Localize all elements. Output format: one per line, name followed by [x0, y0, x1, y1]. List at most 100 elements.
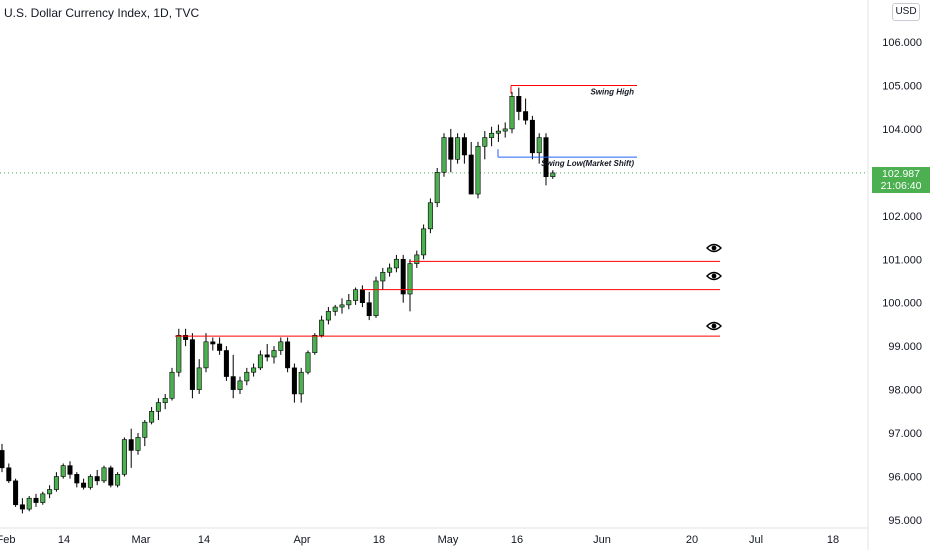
candle-body	[468, 154, 474, 195]
candle-body	[305, 352, 311, 373]
candle-body	[536, 137, 542, 154]
candle-body	[495, 130, 501, 134]
x-tick-label: Apr	[293, 534, 310, 546]
candle-body	[475, 145, 481, 195]
swing-high-label: Swing High	[590, 87, 634, 96]
x-tick-label: 20	[686, 534, 698, 546]
y-tick-label: 97.000	[888, 428, 922, 440]
y-tick-label: 99.000	[888, 341, 922, 353]
x-tick-label: 16	[511, 534, 523, 546]
candle-body	[353, 289, 359, 301]
y-tick-label: 105.000	[882, 80, 922, 92]
candle-body	[427, 202, 433, 230]
candle-body	[482, 137, 488, 147]
candle-body	[13, 480, 19, 506]
y-tick-label: 96.000	[888, 472, 922, 484]
candle-body	[169, 371, 175, 399]
eye-icon[interactable]	[706, 243, 722, 253]
candle-body	[319, 319, 325, 336]
candle-body	[285, 341, 291, 369]
candle-body	[217, 343, 223, 351]
candle-body	[74, 474, 80, 484]
candle-body	[47, 489, 53, 495]
candle-body	[26, 497, 32, 510]
candle-body	[509, 96, 515, 130]
candle-body	[407, 263, 413, 295]
candle-body	[87, 476, 93, 488]
chart-title: U.S. Dollar Currency Index, 1D, TVC	[4, 6, 200, 20]
candle-body	[414, 254, 420, 264]
candle-body	[251, 367, 257, 373]
candle-body	[441, 137, 447, 173]
candle-body	[264, 354, 270, 358]
candle-body	[489, 132, 495, 138]
candle-body	[60, 465, 66, 477]
candle-body	[183, 334, 189, 340]
candle-body	[149, 411, 155, 423]
candle-body	[373, 280, 379, 317]
candle-body	[203, 341, 209, 369]
candle-body	[400, 258, 406, 295]
candle-body	[257, 354, 263, 369]
candle-body	[53, 476, 59, 490]
last-price-value: 102.987	[882, 168, 920, 180]
y-tick-label: 106.000	[882, 37, 922, 49]
eye-icon[interactable]	[706, 321, 722, 331]
candle-body	[40, 493, 46, 503]
candle-body	[101, 467, 107, 482]
candle-body	[189, 339, 195, 390]
candle-body	[291, 367, 297, 395]
eye-icon[interactable]	[706, 271, 722, 281]
candle-body	[135, 437, 141, 451]
candle-body	[387, 267, 393, 273]
candle-body	[155, 402, 161, 412]
candle-body	[550, 172, 556, 177]
candle-body	[529, 119, 535, 154]
candle-body	[278, 341, 284, 351]
candle-body	[461, 137, 467, 156]
x-tick-label: Feb	[0, 534, 15, 546]
x-tick-label: Mar	[132, 534, 151, 546]
candle-body	[121, 439, 127, 475]
candle-body	[19, 504, 25, 510]
candle-body	[108, 467, 114, 486]
candle-body	[162, 397, 168, 403]
candle-body	[393, 258, 399, 269]
candle-body	[434, 172, 440, 204]
candle-body	[115, 474, 121, 486]
candle-body	[223, 350, 229, 377]
y-tick-label: 98.000	[888, 385, 922, 397]
candle-body	[339, 304, 345, 308]
x-tick-label: 18	[827, 534, 839, 546]
candle-body	[502, 128, 508, 132]
candle-body	[94, 476, 100, 482]
x-tick-label: May	[438, 534, 459, 546]
candle-body	[81, 482, 87, 488]
candle-body	[33, 497, 39, 503]
candle-body	[244, 371, 250, 382]
candle-body	[380, 271, 386, 282]
x-tick-label: Jul	[749, 534, 763, 546]
x-tick-label: 18	[373, 534, 385, 546]
candle-body	[271, 350, 277, 358]
candle-body	[523, 111, 529, 121]
candle-body	[332, 306, 338, 312]
candle-body	[298, 371, 304, 395]
candle-body	[366, 302, 372, 317]
candle-body	[67, 465, 73, 475]
candle-body	[421, 228, 427, 256]
candle-body	[325, 311, 331, 321]
candle-body	[448, 137, 454, 160]
candle-body	[359, 289, 365, 304]
candle-body	[455, 137, 461, 160]
y-tick-label: 100.000	[882, 298, 922, 310]
candle-body	[210, 341, 216, 345]
candle-body	[196, 367, 202, 390]
currency-button[interactable]: USD	[892, 3, 920, 21]
y-tick-label: 104.000	[882, 124, 922, 136]
y-tick-label: 102.000	[882, 211, 922, 223]
candle-body	[6, 467, 12, 482]
candle-body	[516, 96, 522, 112]
candle-body	[0, 450, 5, 469]
